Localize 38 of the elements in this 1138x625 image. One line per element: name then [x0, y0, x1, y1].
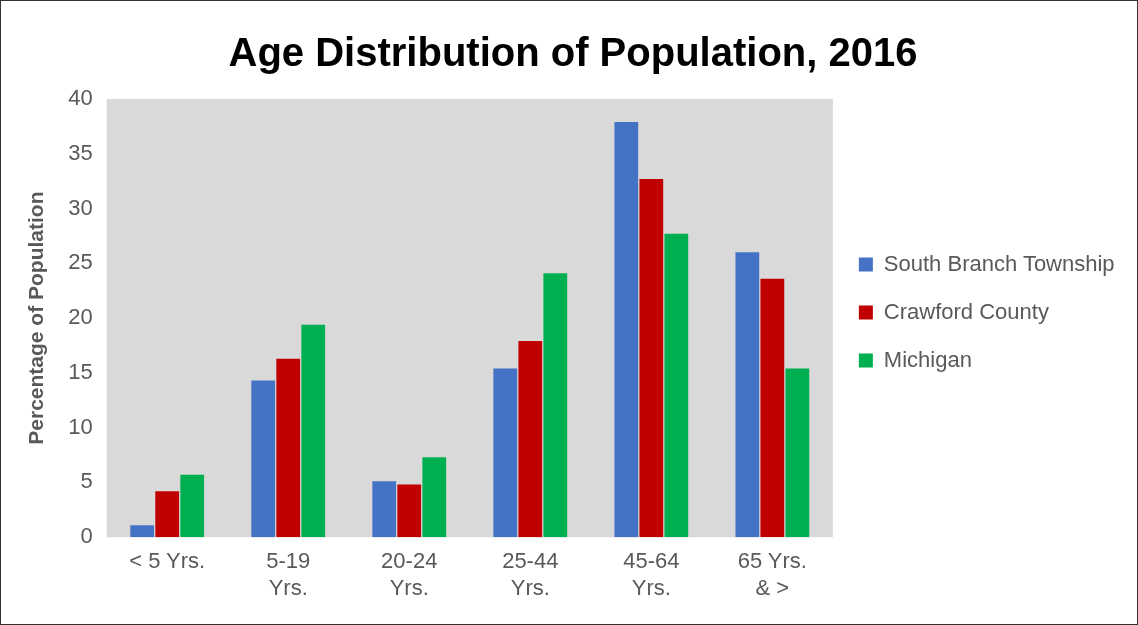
y-axis-title: Percentage of Population	[24, 191, 48, 445]
bar	[155, 491, 180, 538]
y-tick-label: 5	[80, 468, 93, 494]
x-tick-label: 65 Yrs. & >	[737, 548, 807, 600]
y-tick-label: 0	[80, 523, 93, 549]
bar	[785, 368, 810, 538]
y-tick-label: 40	[68, 85, 93, 111]
bar	[493, 368, 518, 538]
legend-label: Crawford County	[883, 298, 1049, 324]
y-tick-label: 35	[68, 139, 93, 165]
x-tick-label: 25-44 Yrs.	[502, 548, 559, 600]
bar	[180, 474, 205, 538]
bar	[276, 358, 301, 538]
bar	[543, 273, 568, 538]
x-tick-label: < 5 Yrs.	[129, 548, 206, 574]
bar	[301, 324, 326, 538]
y-tick-label: 20	[68, 304, 93, 330]
bar	[735, 252, 760, 538]
bar	[760, 278, 785, 538]
bar	[130, 525, 155, 538]
bar	[639, 178, 664, 538]
bar	[251, 380, 276, 538]
bar	[614, 122, 639, 538]
bar	[397, 484, 422, 538]
y-tick-label: 15	[68, 358, 93, 384]
legend-label: South Branch Township	[883, 250, 1115, 276]
y-tick-label: 25	[68, 249, 93, 275]
y-tick-label: 10	[68, 413, 93, 439]
chart-title: Age Distribution of Population, 2016	[228, 30, 918, 75]
bar	[664, 233, 689, 538]
bar	[372, 481, 397, 538]
bar	[422, 457, 447, 538]
x-tick-label: 20-24 Yrs.	[381, 548, 438, 600]
bar	[518, 341, 543, 538]
x-tick-label: 45-64 Yrs.	[623, 548, 680, 600]
legend-label: Michigan	[883, 346, 972, 372]
x-tick-label: 5-19 Yrs.	[266, 548, 311, 600]
y-tick-label: 30	[68, 194, 93, 220]
